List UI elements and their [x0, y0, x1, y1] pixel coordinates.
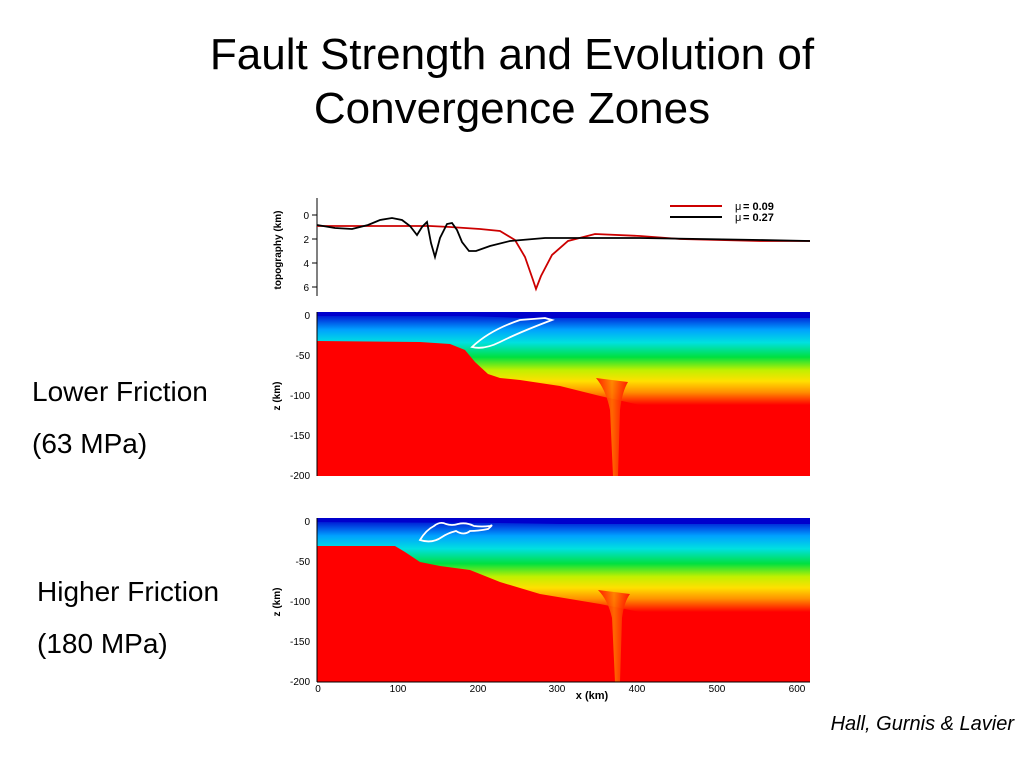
citation: Hall, Gurnis & Lavier — [830, 713, 1014, 735]
topography-axis-label: topography (km) — [273, 211, 284, 290]
higher-section-slab — [598, 590, 630, 682]
lower-friction-label: Lower Friction (63 MPa) — [32, 366, 208, 470]
lower-section-slab — [596, 378, 628, 476]
lower-section-thermal-layer — [317, 313, 810, 405]
legend-text-high-friction: = 0.27 — [743, 212, 774, 224]
higher-friction-name: Higher Friction — [37, 576, 220, 607]
topography-curve-low-friction — [317, 225, 810, 292]
lower-section-tick-0: 0 — [304, 311, 310, 322]
x-tick-100: 100 — [390, 684, 407, 695]
lower-section-tick-100: -100 — [290, 391, 310, 402]
topography-curve-high-friction — [316, 217, 811, 261]
topography-tick-6: 6 — [303, 283, 309, 294]
lower-section-tick-150: -150 — [290, 431, 310, 442]
higher-section-tick-0: 0 — [304, 517, 310, 528]
lower-friction-section: z (km) 0 -50 -100 -150 -200 — [272, 311, 810, 482]
slide-title-line-1: Fault Strength and Evolution of — [209, 30, 815, 79]
x-tick-200: 200 — [470, 684, 487, 695]
topography-tick-0: 0 — [303, 211, 309, 222]
legend-text-low-friction: = 0.09 — [743, 201, 774, 213]
higher-section-fault-outline — [418, 521, 493, 543]
x-tick-0: 0 — [315, 684, 321, 695]
lower-friction-name: Lower Friction — [32, 376, 208, 407]
x-tick-600: 600 — [789, 684, 806, 695]
x-tick-300: 300 — [549, 684, 566, 695]
higher-friction-section: z (km) 0 -50 -100 -150 -200 0 100 200 30… — [272, 517, 810, 702]
topography-tick-2: 2 — [303, 235, 309, 246]
higher-section-thermal-layer — [317, 519, 810, 612]
lower-section-surface — [317, 312, 810, 318]
higher-friction-stress: (180 MPa) — [37, 628, 168, 659]
lower-friction-stress: (63 MPa) — [32, 428, 148, 459]
slide-title: Fault Strength and Evolution of Converge… — [0, 28, 1024, 136]
x-tick-400: 400 — [629, 684, 646, 695]
x-axis-label: x (km) — [576, 690, 609, 702]
legend-symbol-low-friction: μ — [735, 201, 741, 213]
x-tick-500: 500 — [709, 684, 726, 695]
lower-section-axis-label: z (km) — [272, 382, 283, 411]
topography-tick-4: 4 — [303, 259, 309, 270]
higher-section-tick-200: -200 — [290, 677, 310, 688]
lower-section-tick-200: -200 — [290, 471, 310, 482]
higher-section-tick-100: -100 — [290, 597, 310, 608]
higher-section-tick-150: -150 — [290, 637, 310, 648]
higher-friction-label: Higher Friction (180 MPa) — [37, 566, 219, 670]
legend-symbol-high-friction: μ — [735, 212, 741, 224]
higher-section-axis-label: z (km) — [272, 588, 283, 617]
lower-section-fault-outline — [470, 317, 555, 349]
lower-section-tick-50: -50 — [296, 351, 311, 362]
topography-panel: topography (km) 0 2 4 6 μ = 0.09 μ = 0.2… — [273, 198, 811, 296]
slide-title-line-2: Convergence Zones — [313, 84, 711, 133]
higher-section-tick-50: -50 — [296, 557, 311, 568]
